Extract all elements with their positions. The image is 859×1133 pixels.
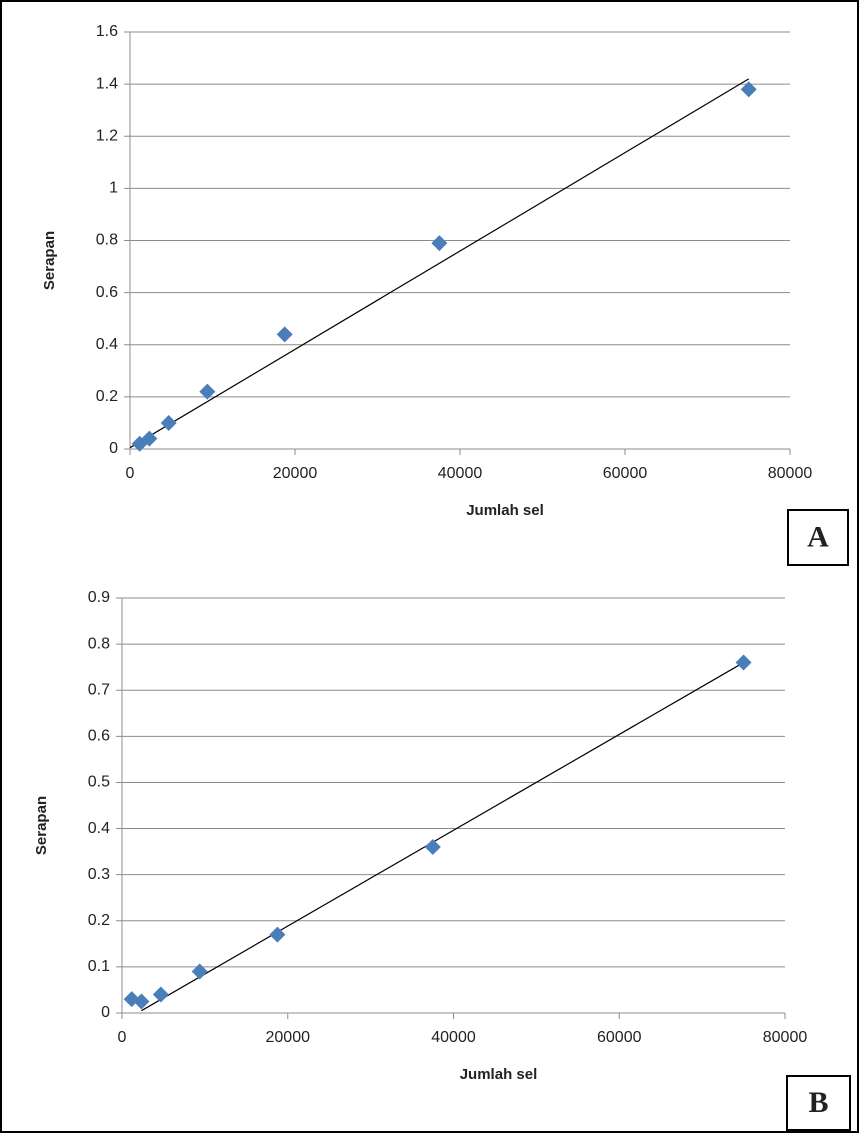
y-tick-label: 0.9: [88, 589, 110, 606]
y-tick-label: 1: [109, 180, 118, 197]
x-axis-title: Jumlah sel: [460, 1066, 538, 1083]
x-tick-label: 80000: [768, 465, 813, 482]
y-tick-label: 0.8: [96, 232, 118, 249]
panel-label: A: [807, 520, 829, 553]
y-tick-label: 0.8: [88, 635, 110, 652]
x-tick-label: 60000: [597, 1029, 642, 1046]
x-tick-label: 80000: [763, 1029, 808, 1046]
x-tick-label: 0: [118, 1029, 127, 1046]
x-tick-label: 20000: [273, 465, 318, 482]
y-tick-label: 0.6: [96, 284, 118, 301]
y-tick-label: 0: [109, 440, 118, 457]
page: 0 0.2 0.4 0.6 0.8 1 1.2 1.4 1.6 0 20000 40000 60000 8…: [0, 0, 859, 1133]
x-tick-label: 40000: [431, 1029, 476, 1046]
figure: 0 0.2 0.4 0.6 0.8 1 1.2 1.4 1.6 0 20000 40000 60000 8…: [0, 0, 859, 1133]
x-tick-label: 0: [126, 465, 135, 482]
y-tick-label: 0.2: [88, 912, 110, 929]
y-tick-label: 0.4: [88, 820, 110, 837]
y-tick-label: 1.6: [96, 23, 118, 40]
y-tick-label: 1.4: [96, 75, 118, 92]
x-tick-label: 60000: [603, 465, 648, 482]
y-tick-label: 0: [101, 1004, 110, 1021]
x-tick-label: 20000: [266, 1029, 311, 1046]
x-axis-title: Jumlah sel: [466, 502, 544, 519]
y-axis-title: Serapan: [33, 796, 50, 855]
y-tick-label: 1.2: [96, 127, 118, 144]
y-tick-label: 0.6: [88, 728, 110, 745]
panel-label: B: [808, 1086, 828, 1119]
y-tick-label: 0.2: [96, 388, 118, 405]
y-axis-title: Serapan: [41, 231, 58, 290]
y-tick-label: 0.5: [88, 774, 110, 791]
y-tick-label: 0.7: [88, 681, 110, 698]
y-tick-label: 0.3: [88, 866, 110, 883]
y-tick-label: 0.4: [96, 336, 118, 353]
y-tick-label: 0.1: [88, 958, 110, 975]
x-tick-label: 40000: [438, 465, 483, 482]
